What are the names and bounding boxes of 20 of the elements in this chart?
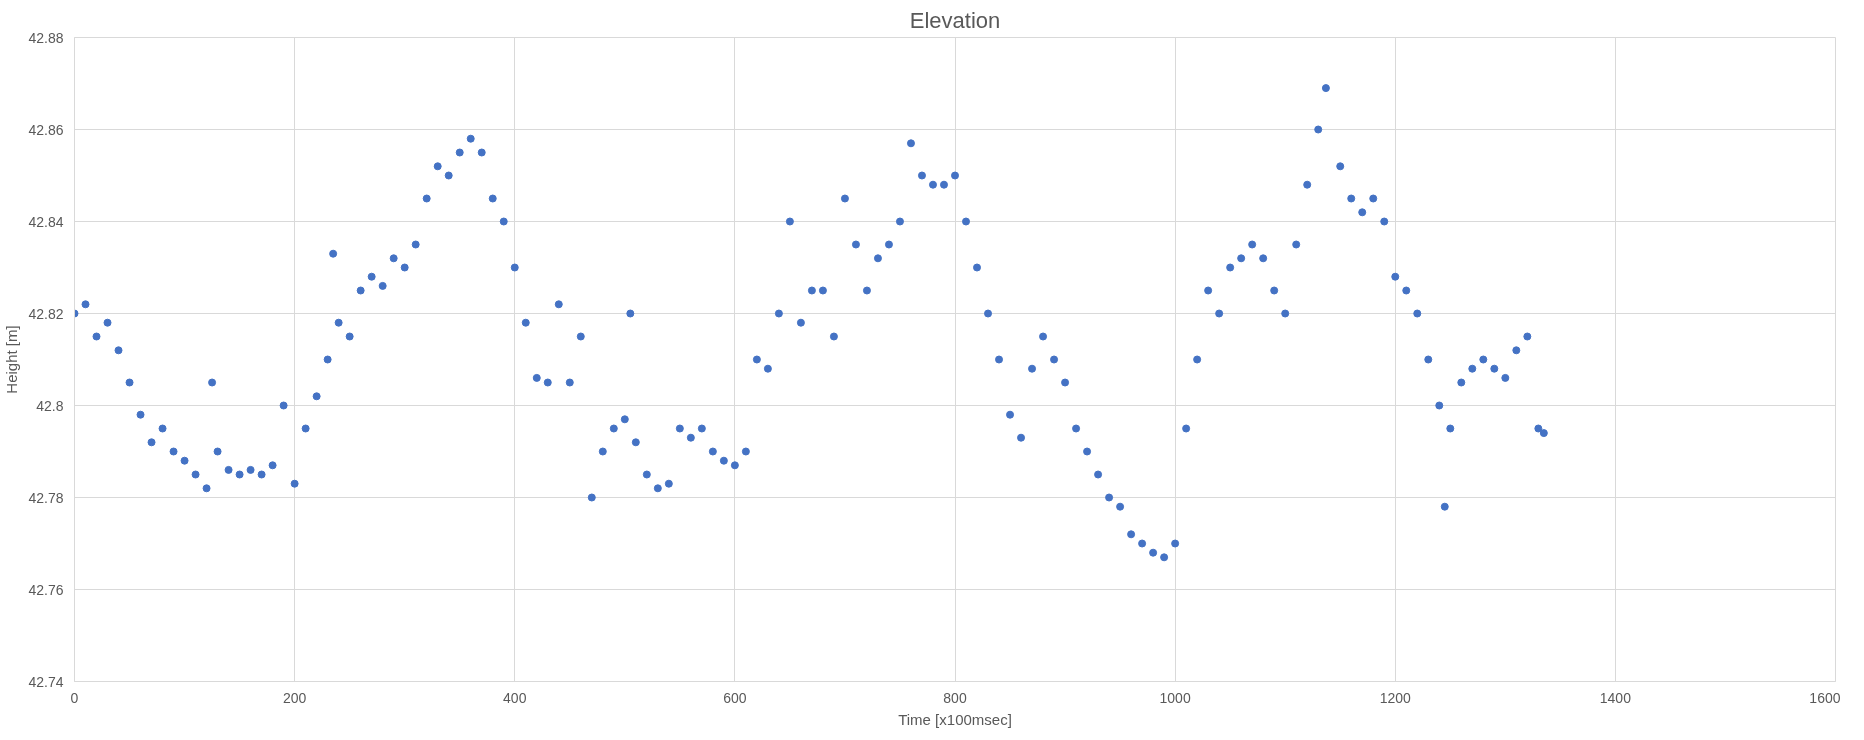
x-tick-label: 1000: [1159, 689, 1191, 706]
y-tick-label: 42.84: [28, 213, 64, 230]
y-tick-label: 42.74: [28, 673, 64, 690]
y-axis-title: Height [m]: [3, 325, 21, 394]
x-tick-label: 200: [282, 689, 307, 706]
x-tick-label: 800: [943, 689, 967, 706]
y-tick-label: 42.86: [28, 121, 64, 138]
x-axis-title: Time [x100msec]: [898, 710, 1012, 728]
x-tick-label: 1400: [1599, 689, 1632, 706]
y-tick-label: 42.76: [28, 581, 64, 598]
x-tick-label: 1600: [1809, 689, 1841, 706]
y-tick-label: 42.8: [36, 397, 64, 414]
x-tick-label: 600: [723, 689, 747, 706]
x-tick-label: 0: [70, 689, 79, 706]
x-tick-label: 400: [503, 689, 527, 706]
chart-title: Elevation: [909, 7, 1001, 33]
y-tick-label: 42.82: [28, 305, 64, 322]
y-tick-label: 42.88: [28, 29, 64, 46]
y-tick-label: 42.78: [28, 489, 64, 506]
x-tick-label: 1200: [1379, 689, 1412, 706]
